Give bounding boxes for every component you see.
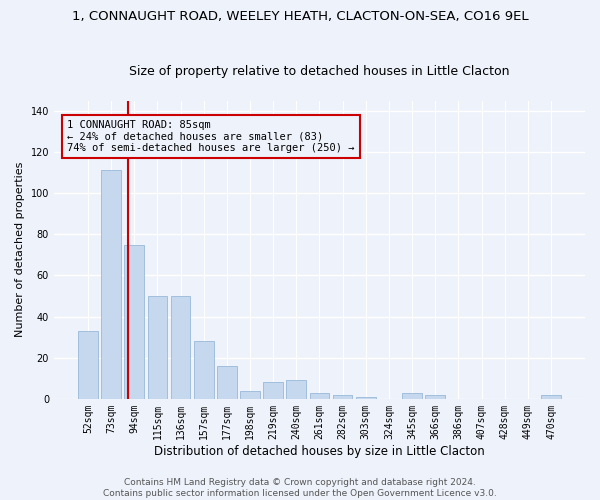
Bar <box>170 296 190 399</box>
X-axis label: Distribution of detached houses by size in Little Clacton: Distribution of detached houses by size … <box>154 444 485 458</box>
Bar <box>333 394 352 399</box>
Bar <box>148 296 167 399</box>
Text: 1, CONNAUGHT ROAD, WEELEY HEATH, CLACTON-ON-SEA, CO16 9EL: 1, CONNAUGHT ROAD, WEELEY HEATH, CLACTON… <box>71 10 529 23</box>
Bar <box>78 331 98 399</box>
Bar <box>217 366 236 399</box>
Bar <box>310 392 329 399</box>
Bar <box>240 390 260 399</box>
Bar <box>101 170 121 399</box>
Y-axis label: Number of detached properties: Number of detached properties <box>15 162 25 338</box>
Title: Size of property relative to detached houses in Little Clacton: Size of property relative to detached ho… <box>129 66 510 78</box>
Bar <box>541 394 561 399</box>
Text: Contains HM Land Registry data © Crown copyright and database right 2024.
Contai: Contains HM Land Registry data © Crown c… <box>103 478 497 498</box>
Bar <box>402 392 422 399</box>
Text: 1 CONNAUGHT ROAD: 85sqm
← 24% of detached houses are smaller (83)
74% of semi-de: 1 CONNAUGHT ROAD: 85sqm ← 24% of detache… <box>67 120 355 153</box>
Bar <box>286 380 306 399</box>
Bar <box>425 394 445 399</box>
Bar <box>263 382 283 399</box>
Bar <box>356 397 376 399</box>
Bar <box>194 341 214 399</box>
Bar <box>124 244 144 399</box>
